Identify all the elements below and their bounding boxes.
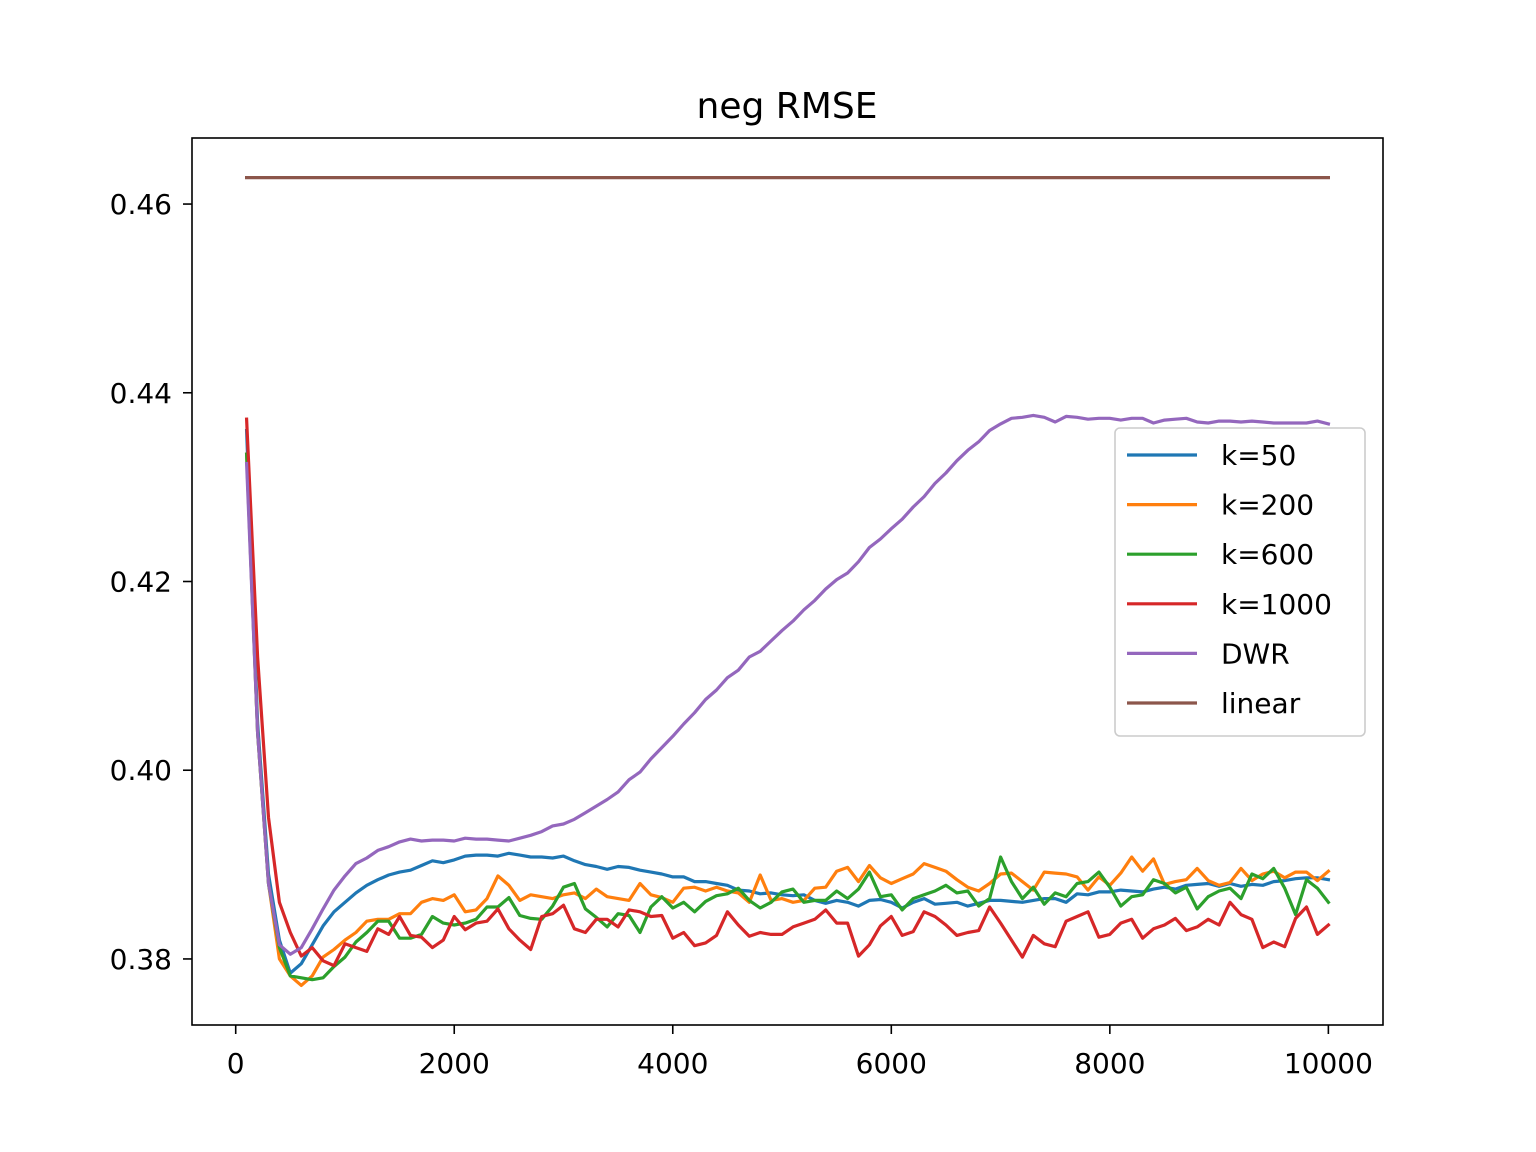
legend: k=50 k=200 k=600 k=1000 DWR linear — [1114, 427, 1366, 737]
series-line-2 — [244, 452, 1331, 988]
series-line-3 — [244, 452, 1331, 982]
x-axis: 0 2000 4000 6000 8000 10000 — [227, 1025, 1373, 1080]
x-tick-label: 4000 — [637, 1047, 708, 1080]
legend-label: linear — [1221, 687, 1301, 720]
y-tick-label: 0.38 — [110, 943, 172, 976]
y-tick-label: 0.46 — [110, 188, 172, 221]
x-tick-label: 10000 — [1284, 1047, 1373, 1080]
x-tick-label: 2000 — [419, 1047, 490, 1080]
y-axis: 0.38 0.40 0.42 0.44 0.46 — [110, 188, 192, 976]
x-tick-label: 0 — [227, 1047, 245, 1080]
series-line-1 — [244, 428, 1331, 975]
x-tick-label: 6000 — [856, 1047, 927, 1080]
y-tick-label: 0.40 — [110, 754, 172, 787]
y-tick-label: 0.42 — [110, 566, 172, 599]
legend-label: k=1000 — [1221, 588, 1332, 621]
chart-title: neg RMSE — [697, 86, 878, 127]
legend-label: k=600 — [1221, 538, 1314, 571]
x-tick-label: 8000 — [1074, 1047, 1145, 1080]
series-layer — [244, 176, 1331, 988]
series-line-5 — [244, 413, 1331, 956]
legend-label: DWR — [1221, 637, 1290, 670]
legend-label: k=50 — [1221, 439, 1296, 472]
y-tick-label: 0.44 — [110, 377, 172, 410]
legend-label: k=200 — [1221, 489, 1314, 522]
series-line-4 — [244, 417, 1331, 968]
